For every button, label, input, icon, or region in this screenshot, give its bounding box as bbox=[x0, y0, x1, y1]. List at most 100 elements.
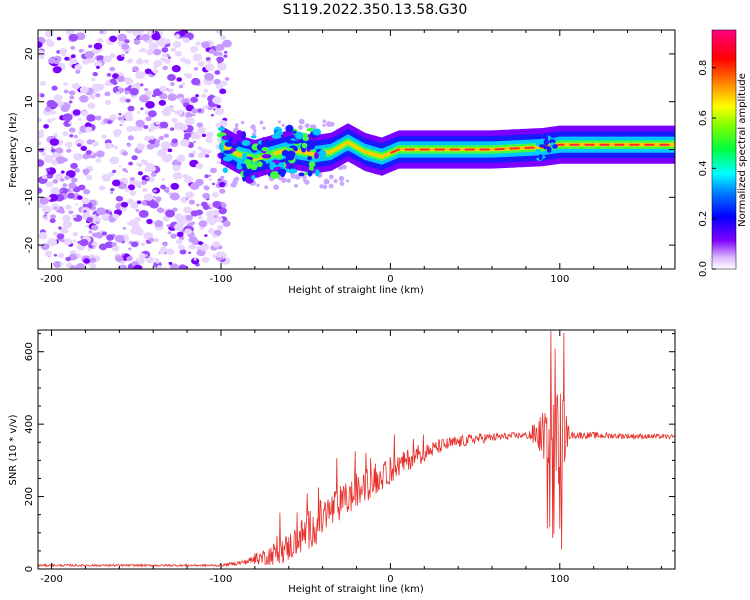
noise-blob bbox=[95, 231, 104, 239]
noise-blob bbox=[91, 141, 99, 147]
noise-blob bbox=[83, 188, 91, 195]
noise-blob bbox=[153, 48, 162, 56]
noise-blob bbox=[195, 209, 203, 216]
noise-blob bbox=[110, 191, 114, 195]
noise-blob bbox=[159, 121, 169, 129]
frequency-ridge bbox=[216, 123, 675, 184]
noise-blob bbox=[149, 135, 155, 140]
noise-blob bbox=[104, 241, 114, 249]
noise-blob bbox=[154, 220, 164, 228]
noise-blob bbox=[122, 151, 128, 156]
noise-blob bbox=[174, 213, 184, 221]
noise-blob bbox=[304, 123, 310, 129]
noise-blob bbox=[222, 220, 231, 227]
noise-blob bbox=[195, 94, 199, 98]
noise-blob bbox=[59, 48, 67, 55]
noise-blob bbox=[50, 148, 56, 153]
noise-blob bbox=[70, 162, 78, 170]
noise-blob bbox=[120, 53, 125, 57]
ridge-blob bbox=[551, 154, 558, 159]
noise-blob bbox=[141, 187, 148, 193]
noise-blob bbox=[117, 116, 123, 121]
noise-blob bbox=[176, 154, 186, 162]
ridge-blob bbox=[552, 144, 558, 149]
noise-blob bbox=[62, 220, 73, 229]
ridge-blob bbox=[274, 154, 283, 159]
noise-blob bbox=[109, 53, 116, 58]
noise-blob bbox=[176, 231, 184, 238]
noise-blob bbox=[208, 174, 212, 177]
noise-blob bbox=[135, 209, 140, 212]
noise-blob bbox=[161, 108, 172, 117]
noise-blob bbox=[218, 181, 226, 188]
noise-blob bbox=[213, 215, 218, 218]
noise-blob bbox=[141, 200, 147, 206]
noise-blob bbox=[182, 37, 190, 44]
ridge-blob bbox=[288, 168, 298, 174]
noise-blob bbox=[48, 193, 59, 202]
noise-blob bbox=[193, 133, 201, 140]
noise-blob bbox=[113, 145, 119, 150]
noise-blob bbox=[60, 238, 65, 243]
noise-blob bbox=[187, 143, 194, 149]
noise-blob bbox=[253, 128, 257, 133]
noise-blob bbox=[127, 222, 132, 226]
noise-blob bbox=[104, 81, 110, 86]
noise-blob bbox=[129, 177, 136, 182]
noise-blob bbox=[108, 171, 115, 177]
ridge-blob bbox=[275, 130, 284, 136]
ridge-blob bbox=[236, 158, 244, 165]
noise-blob bbox=[69, 134, 74, 138]
noise-blob bbox=[210, 113, 215, 117]
noise-blob bbox=[203, 185, 210, 191]
noise-blob bbox=[159, 250, 165, 255]
noise-blob bbox=[160, 57, 166, 62]
noise-blob bbox=[165, 209, 176, 218]
noise-blob bbox=[145, 100, 155, 109]
noise-blob bbox=[250, 124, 256, 130]
noise-blob bbox=[131, 126, 139, 132]
noise-blob bbox=[128, 161, 134, 166]
noise-blob bbox=[224, 77, 230, 81]
noise-blob bbox=[198, 220, 208, 228]
ridge-blob bbox=[314, 152, 319, 159]
noise-blob bbox=[190, 96, 199, 103]
noise-blob bbox=[135, 82, 141, 87]
ridge-blob bbox=[538, 154, 543, 161]
noise-blob bbox=[127, 105, 135, 112]
noise-blob bbox=[50, 187, 60, 195]
noise-blob bbox=[203, 88, 209, 93]
noise-blob bbox=[206, 217, 213, 223]
noise-blob bbox=[188, 152, 195, 158]
noise-blob bbox=[188, 73, 193, 77]
noise-blob bbox=[92, 214, 97, 218]
noise-blob bbox=[143, 59, 149, 64]
ridge-blob bbox=[221, 135, 230, 141]
noise-blob bbox=[128, 247, 132, 251]
noise-blob bbox=[53, 133, 58, 137]
noise-blob bbox=[52, 66, 62, 74]
noise-blob bbox=[166, 248, 175, 256]
noise-blob bbox=[138, 49, 143, 53]
noise-blob bbox=[153, 189, 157, 193]
noise-blob bbox=[197, 126, 207, 134]
noise-blob bbox=[63, 238, 73, 246]
noise-blob bbox=[83, 258, 91, 264]
noise-blob bbox=[298, 118, 305, 125]
x-tick-label: 100 bbox=[550, 574, 569, 585]
noise-blob bbox=[139, 94, 149, 103]
noise-blob bbox=[152, 94, 156, 98]
ridge-blob bbox=[222, 155, 233, 162]
noise-blob bbox=[92, 246, 97, 250]
noise-blob bbox=[127, 135, 134, 141]
ridge-blob bbox=[539, 144, 546, 148]
y-tick-label: 400 bbox=[24, 415, 35, 434]
noise-blob bbox=[127, 79, 134, 85]
noise-blob bbox=[210, 167, 217, 174]
noise-blob bbox=[62, 131, 69, 137]
noise-blob bbox=[205, 57, 211, 61]
noise-blob bbox=[88, 44, 93, 48]
noise-blob bbox=[156, 148, 167, 157]
noise-blob bbox=[101, 134, 107, 139]
noise-blob bbox=[139, 253, 146, 259]
